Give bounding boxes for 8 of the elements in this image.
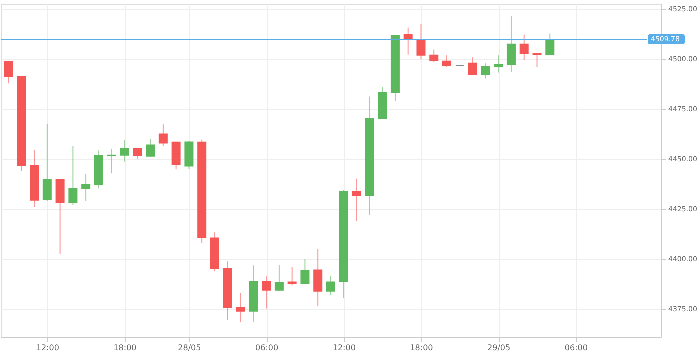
x-tick-label: 18:00 <box>410 344 434 352</box>
x-tick-label: 12:00 <box>332 344 356 352</box>
x-tick-label: 06:00 <box>256 344 279 352</box>
x-tick-label: 06:00 <box>564 344 588 352</box>
x-tick-label: 18:00 <box>114 344 137 352</box>
x-tick-label: 12:00 <box>36 344 60 352</box>
x-tick-label: 28/05 <box>178 344 202 352</box>
x-tick-label: 29/05 <box>488 344 511 352</box>
